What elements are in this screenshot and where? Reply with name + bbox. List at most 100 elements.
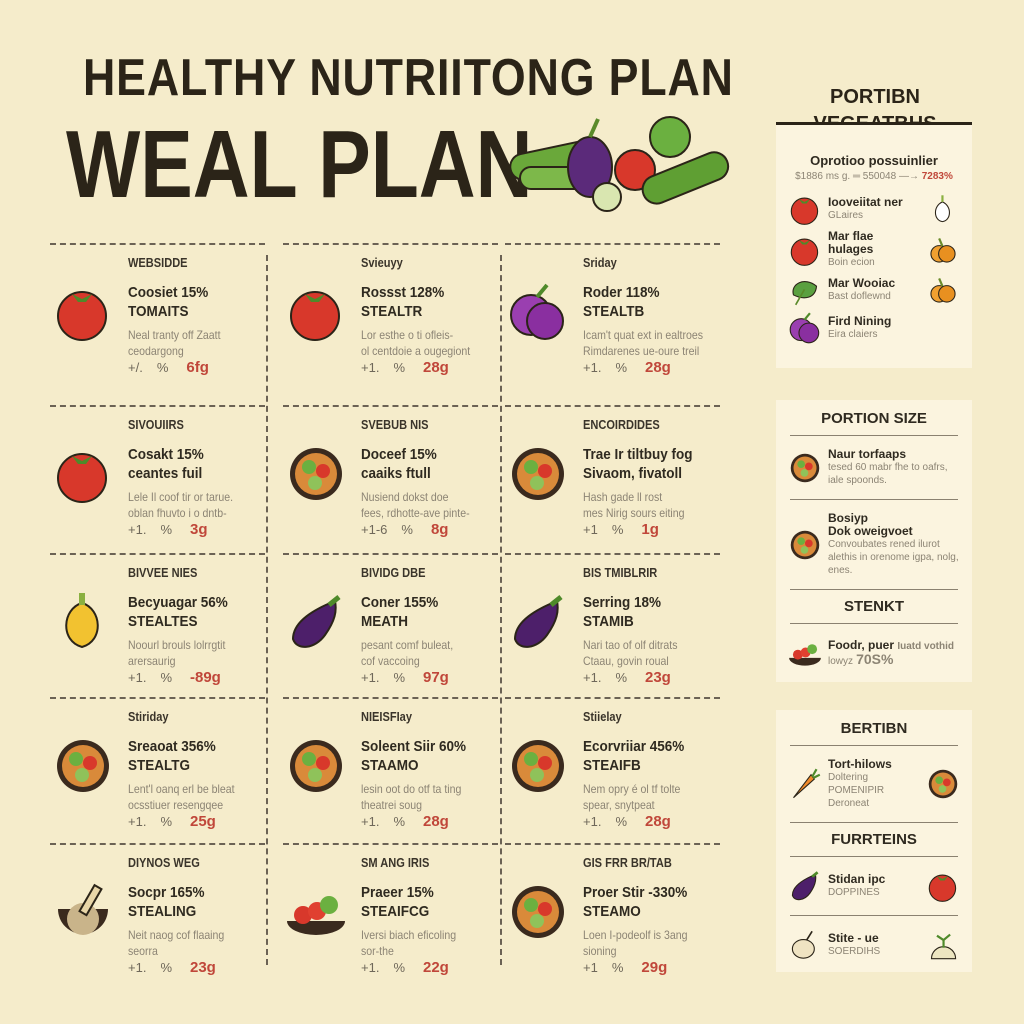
meal-title: Cosakt 15% ceantes fuil: [128, 446, 204, 482]
onion-icon: [926, 192, 960, 226]
vegetable-item: Mar Wooiac Bast doflewnd: [776, 271, 972, 309]
grams-value: 22g: [423, 959, 449, 976]
meal-title: Roder 118% STEALTB: [583, 284, 660, 320]
meal-card[interactable]: SIVOUIIRS Cosakt 15% ceantes fuil Lele Il…: [50, 405, 265, 553]
meal-card[interactable]: BIVIDG DBE Coner 155% MEATH pesant comf b…: [283, 553, 498, 701]
mortar-icon: [52, 881, 114, 943]
meal-stats: +/.% 6fg: [128, 359, 209, 376]
meal-description: Neal tranty off Zaatt ceodargong: [128, 328, 221, 358]
meal-description: Loen I-podeolf is 3ang sioning: [583, 928, 688, 958]
tomato-icon: [926, 869, 960, 903]
panel-title: Oprotioo possuinlier: [810, 153, 938, 168]
grams-value: 23g: [645, 669, 671, 686]
meal-stats: +1.% 28g: [583, 359, 671, 376]
bertibn-panel: BERTIBN Tort-hilows Doltering POMENIPIR D…: [776, 710, 972, 972]
vegetable-item: Fird Nining Eira claiers: [776, 309, 972, 347]
meal-card[interactable]: Sriday Roder 118% STEALTB Icam't quat ext…: [505, 243, 720, 391]
day-label: SVEBUB NIS: [361, 417, 429, 432]
section-title: STENKT: [844, 598, 904, 615]
grams-value: 29g: [641, 959, 668, 976]
bowl-icon: [788, 451, 822, 485]
bowl-icon: [507, 881, 569, 943]
meal-title: Ecorvriiar 456% STEAIFB: [583, 738, 685, 774]
meal-title: Socpr 165% STEALING: [128, 884, 205, 920]
empty-icon: [926, 311, 960, 345]
meal-stats: +1.% 23g: [583, 669, 671, 686]
meal-description: Neit naog cof flaaing seorra: [128, 928, 225, 958]
row-divider: [283, 843, 498, 845]
bowl-icon: [926, 767, 960, 801]
meal-title: Praeer 15% STEAIFCG: [361, 884, 434, 920]
meal-description: lesin oot do otf ta ting theatrei soug: [361, 782, 462, 812]
meal-title: Coosiet 15% TOMAITS: [128, 284, 209, 320]
tomato-icon: [788, 233, 822, 267]
meal-stats: +1.% 28g: [583, 813, 671, 830]
meal-stats: +1.% 97g: [361, 669, 449, 686]
panel-item: Stidan ipc DOPPINES: [776, 865, 972, 907]
grams-value: -89g: [190, 669, 221, 686]
portion-vegetables-panel: Oprotioo possuinlier $1886 ms g. ═ 55004…: [776, 122, 972, 368]
day-label: Stiielay: [583, 709, 622, 724]
row-divider: [283, 697, 498, 699]
grams-value: 28g: [645, 359, 671, 376]
meal-card[interactable]: ENCOIRDIDES Trae Ir tiltbuy fog Sivaom, f…: [505, 405, 720, 553]
grams-value: 28g: [423, 813, 449, 830]
day-label: SM ANG IRIS: [361, 855, 430, 870]
day-label: WEBSIDDE: [128, 255, 188, 270]
tomato-icon: [285, 281, 347, 343]
meal-description: Lele Il coof tir or tarue. oblan fhuvto i…: [128, 490, 234, 520]
meal-description: Nari tao of olf ditrats Ctaau, govin roua…: [583, 638, 678, 668]
meal-card[interactable]: BIVVEE NIES Becyuagar 56% STEALTES Noourl…: [50, 553, 265, 701]
meal-card[interactable]: WEBSIDDE Coosiet 15% TOMAITS Neal tranty …: [50, 243, 265, 391]
meal-title: Rossst 128% STEALTR: [361, 284, 445, 320]
row-divider: [50, 243, 265, 245]
column-divider: [266, 255, 268, 965]
meal-title: Proer Stir -330% STEAMO: [583, 884, 688, 920]
column-divider: [500, 255, 502, 965]
eggplant-icon: [507, 591, 569, 653]
fruitbowl-icon: [285, 881, 347, 943]
leafy-greens-icon: [788, 273, 822, 307]
meal-title: Trae Ir tiltbuy fog Sivaom, fivatoll: [583, 446, 693, 482]
meal-card[interactable]: Svieuyy Rossst 128% STEALTR Lor esthe o t…: [283, 243, 498, 391]
meal-stats: +1-6% 8g: [361, 521, 449, 538]
meal-card[interactable]: DIYNOS WEG Socpr 165% STEALING Neit naog …: [50, 843, 265, 991]
bowl-icon: [52, 735, 114, 797]
day-label: BIVIDG DBE: [361, 565, 426, 580]
meal-description: pesant comf buleat, cof vaccoing: [361, 638, 454, 668]
pepper-icon: [52, 591, 114, 653]
meal-card[interactable]: SVEBUB NIS Doceef 15% caaiks ftull Nusien…: [283, 405, 498, 553]
panel-title: BERTIBN: [840, 720, 908, 737]
bowl-icon: [788, 528, 822, 562]
panel-title: PORTION SIZE: [821, 410, 927, 427]
tomato-icon: [52, 281, 114, 343]
grams-value: 6fg: [186, 359, 209, 376]
meal-card[interactable]: GIS FRR BR/TAB Proer Stir -330% STEAMO Lo…: [505, 843, 720, 991]
eggplant-icon: [788, 869, 822, 903]
grams-value: 97g: [423, 669, 449, 686]
meal-title: Becyuagar 56% STEALTES: [128, 594, 228, 630]
meal-card[interactable]: Stiriday Sreaoat 356% STEALTG Lent'l oanq…: [50, 697, 265, 845]
pumpkin-icon: [926, 273, 960, 307]
meal-card[interactable]: SM ANG IRIS Praeer 15% STEAIFCG Iversi bi…: [283, 843, 498, 991]
day-label: Sriday: [583, 255, 617, 270]
sprout-icon: [926, 928, 960, 962]
meal-stats: +1.% 22g: [361, 959, 449, 976]
row-divider: [505, 243, 720, 245]
pumpkin-icon: [926, 233, 960, 267]
page-subtitle: WEAL PLAN: [66, 111, 533, 218]
day-label: Svieuyy: [361, 255, 403, 270]
vegetable-item: Mar flae hulages Boin ecion: [776, 228, 972, 271]
grams-value: 28g: [645, 813, 671, 830]
day-label: DIYNOS WEG: [128, 855, 200, 870]
meal-card[interactable]: NIEISFIay Soleent Siir 60% STAAMO lesin o…: [283, 697, 498, 845]
day-label: SIVOUIIRS: [128, 417, 184, 432]
meal-card[interactable]: BIS TMIBLRIR Serring 18% STAMIB Nari tao …: [505, 553, 720, 701]
meal-description: Iversi biach eficoling sor-the: [361, 928, 457, 958]
formula: $1886 ms g. ═ 550048 —→ 7283%: [795, 171, 953, 182]
portion-item: Bosiyp Dok oweigvoet Convoubates rened ilu…: [776, 508, 972, 581]
meal-description: Lor esthe o ti ofleis-ol centdoie a ouge…: [361, 328, 471, 358]
vegetable-item: Iooveiitat ner GLaires: [776, 190, 972, 228]
vegetables-illustration: [509, 116, 730, 212]
meal-card[interactable]: Stiielay Ecorvriiar 456% STEAIFB Nem opry…: [505, 697, 720, 845]
